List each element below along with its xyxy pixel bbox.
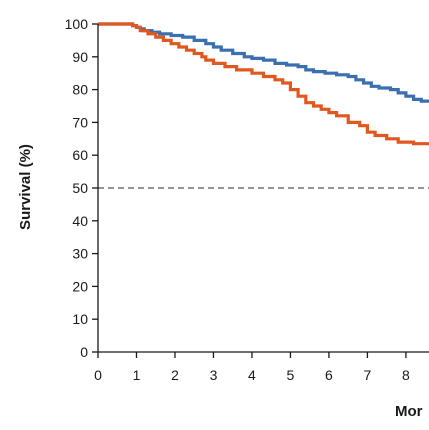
y-tick-label: 20 <box>72 278 88 294</box>
y-tick-label: 100 <box>65 16 89 32</box>
y-tick-label: 0 <box>80 344 88 360</box>
y-axis-title: Survival (%) <box>17 144 34 230</box>
x-tick-label: 6 <box>325 367 333 383</box>
x-tick-label: 4 <box>248 367 256 383</box>
x-tick-label: 5 <box>287 367 295 383</box>
series-group <box>98 22 429 146</box>
y-tick-label: 60 <box>72 147 88 163</box>
y-tick-label: 50 <box>72 180 88 196</box>
y-tick-label: 90 <box>72 49 88 65</box>
series-line-2 <box>98 22 429 146</box>
y-tick-label: 10 <box>72 311 88 327</box>
x-tick-label: 0 <box>94 367 102 383</box>
y-tick-label: 30 <box>72 246 88 262</box>
series-line-1 <box>98 22 429 103</box>
x-tick-label: 1 <box>133 367 141 383</box>
x-tick-label: 3 <box>210 367 218 383</box>
x-tick-label: 2 <box>171 367 179 383</box>
y-tick-label: 80 <box>72 82 88 98</box>
y-tick-label: 40 <box>72 213 88 229</box>
x-axis-title: Mor <box>395 403 423 420</box>
y-tick-label: 70 <box>72 114 88 130</box>
x-tick-label: 7 <box>364 367 372 383</box>
ticks-group: 0 10 20 30 40 50 60 70 80 90 100 0 1 2 3 4 5 6 7 8 <box>65 16 410 383</box>
x-tick-label: 8 <box>402 367 410 383</box>
